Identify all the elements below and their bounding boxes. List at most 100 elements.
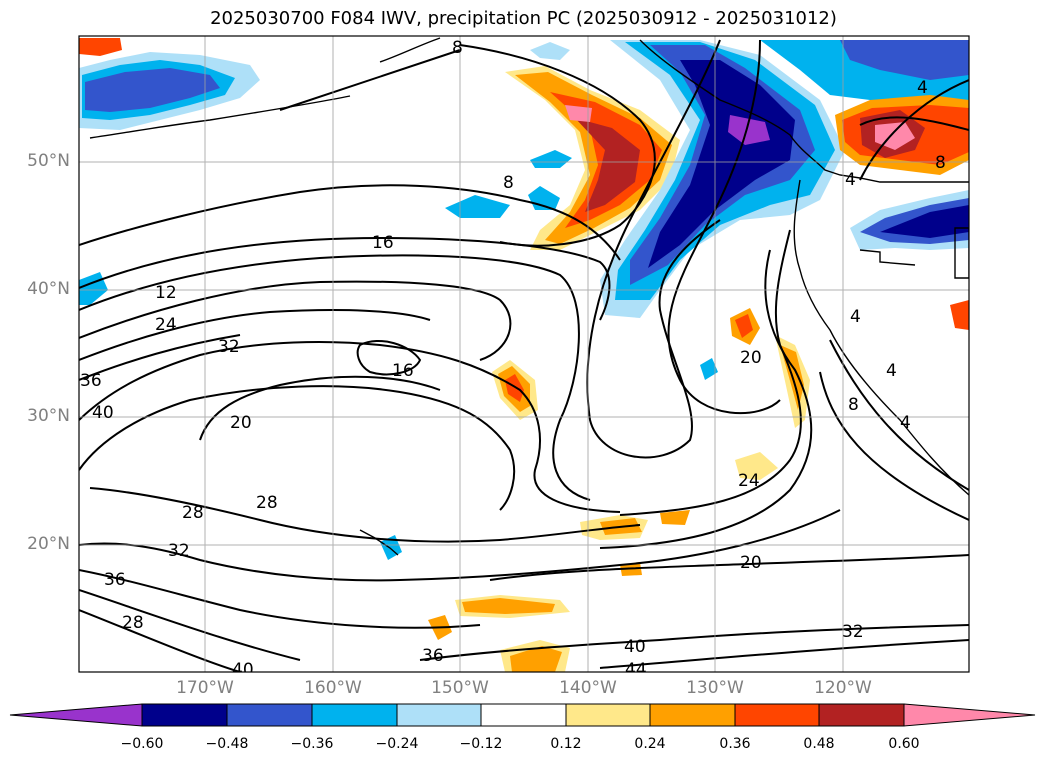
iwv-contour-line <box>79 385 516 511</box>
contour-label: 24 <box>738 471 760 491</box>
coastline-layer <box>89 37 969 556</box>
contour-label: 8 <box>935 153 946 173</box>
lon-label: 130°W <box>686 678 744 698</box>
lat-label: 20°N <box>27 534 70 554</box>
contour-label: 20 <box>230 413 252 433</box>
iwv-contour-line <box>419 624 969 661</box>
iwv-contour-line <box>829 339 969 491</box>
positive-anomaly-area <box>510 646 562 672</box>
iwv-contour-line <box>79 184 621 261</box>
coastline <box>954 227 969 279</box>
colorbar-tick-label: −0.60 <box>120 736 164 752</box>
contour-label: 32 <box>842 622 864 642</box>
colorbar-tick-label: 0.48 <box>803 736 835 752</box>
iwv-contour-line <box>79 609 241 672</box>
positive-anomaly-area <box>462 598 555 614</box>
iwv-contour-line <box>586 39 721 459</box>
positive-anomaly-area <box>660 510 690 525</box>
colorbar-swatch <box>734 703 820 727</box>
colorbar-tick-label: −0.24 <box>375 736 419 752</box>
iwv-contour-line <box>859 79 969 181</box>
coastline <box>793 179 969 496</box>
contour-label: 28 <box>182 503 204 523</box>
colorbar-swatch <box>649 703 736 727</box>
negative-anomaly-area <box>880 205 969 238</box>
coastline <box>89 95 351 139</box>
colorbar-tick-label: −0.48 <box>205 736 249 752</box>
iwv-contour-line <box>819 371 969 521</box>
iwv-contour-line <box>89 487 641 543</box>
coastline <box>639 39 969 183</box>
colorbar-tick-label: −0.12 <box>459 736 503 752</box>
colorbar-swatch <box>565 703 651 727</box>
coastline <box>859 249 916 266</box>
map-title: 2025030700 F084 IWV, precipitation PC (2… <box>210 8 837 29</box>
positive-anomaly-area <box>79 38 122 56</box>
negative-anomaly-area <box>728 115 770 145</box>
colorbar-tick-label: 0.12 <box>550 736 582 752</box>
iwv-contour-line <box>79 589 301 661</box>
colorbar-tick-label: −0.36 <box>290 736 334 752</box>
coastline <box>359 529 399 556</box>
iwv-contour-line <box>599 639 969 669</box>
lon-label: 160°W <box>304 678 362 698</box>
iwv-contour-line <box>619 229 802 516</box>
contour-label: 4 <box>900 413 911 433</box>
iwv-contour-line <box>859 116 969 131</box>
contour-label: 4 <box>917 78 928 98</box>
contour-label: 4 <box>886 361 897 381</box>
gridline-layer <box>79 36 969 672</box>
contour-label: 8 <box>452 38 463 58</box>
positive-anomaly-area <box>565 105 592 122</box>
negative-anomaly-area <box>85 68 220 112</box>
contour-label: 8 <box>848 395 859 415</box>
contour-label: 24 <box>155 315 177 335</box>
colorbar-swatch <box>818 703 905 727</box>
negative-anomaly-area <box>648 60 795 268</box>
contour-label: 40 <box>92 403 114 423</box>
iwv-contour-line <box>279 49 461 111</box>
lat-label: 30°N <box>27 406 70 426</box>
contour-label: 4 <box>850 307 861 327</box>
iwv-contour-line <box>356 340 422 376</box>
colorbar-swatch <box>226 703 313 727</box>
positive-anomaly-area <box>505 374 524 402</box>
contour-label: 40 <box>624 637 646 657</box>
lon-label: 170°W <box>176 678 234 698</box>
colorbar-tick-label: 0.24 <box>634 736 666 752</box>
contour-label: 16 <box>392 361 414 381</box>
colorbar-tick-label: 0.36 <box>719 736 751 752</box>
contour-label-layer: 8 8 16 12 24 32 36 40 16 20 28 28 32 36 … <box>80 38 946 672</box>
lon-label: 140°W <box>559 678 617 698</box>
contour-label: 20 <box>740 553 762 573</box>
lat-label: 40°N <box>27 279 70 299</box>
plot-frame <box>78 35 970 673</box>
iwv-contour-layer <box>79 39 969 672</box>
positive-anomaly-area <box>735 314 753 338</box>
iwv-contour-line <box>489 554 969 581</box>
contour-label: 20 <box>740 348 762 368</box>
colorbar-swatch <box>480 703 567 727</box>
colorbar-swatch <box>311 703 398 727</box>
positive-anomaly-area <box>575 118 640 212</box>
colorbar-swatch <box>396 703 482 727</box>
negative-anomaly-area <box>530 150 572 168</box>
contour-label: 28 <box>256 493 278 513</box>
positive-anomaly-area <box>950 300 969 330</box>
iwv-contour-line <box>667 39 781 415</box>
contour-label: 16 <box>372 233 394 253</box>
iwv-contour-line <box>79 569 481 629</box>
iwv-contour-line <box>599 249 813 549</box>
lon-label: 150°W <box>431 678 489 698</box>
contour-label: 36 <box>104 570 126 590</box>
lat-label: 50°N <box>27 151 70 171</box>
contour-label: 8 <box>503 173 514 193</box>
colorbar-swatch <box>903 703 1036 727</box>
iwv-contour-line <box>79 309 431 361</box>
colorbar-swatch <box>9 703 143 727</box>
iwv-contour-line <box>79 341 621 513</box>
lon-label: 120°W <box>814 678 872 698</box>
contour-label: 36 <box>422 646 444 666</box>
colorbar-tick-label: 0.60 <box>888 736 920 752</box>
